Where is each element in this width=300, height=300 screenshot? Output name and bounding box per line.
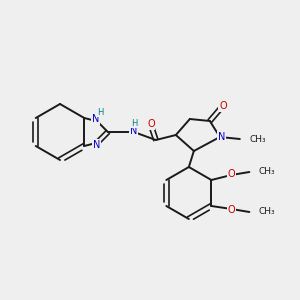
- Text: N: N: [130, 126, 137, 136]
- Text: H: H: [131, 118, 137, 127]
- Text: O: O: [219, 101, 227, 111]
- Text: CH₃: CH₃: [258, 167, 275, 176]
- Text: H: H: [97, 108, 104, 117]
- Text: O: O: [228, 169, 235, 179]
- Text: N: N: [92, 114, 99, 124]
- Text: O: O: [228, 205, 235, 215]
- Text: CH₃: CH₃: [250, 134, 266, 143]
- Text: O: O: [147, 119, 155, 129]
- Text: N: N: [218, 132, 226, 142]
- Text: CH₃: CH₃: [258, 208, 275, 217]
- Text: N: N: [92, 140, 100, 150]
